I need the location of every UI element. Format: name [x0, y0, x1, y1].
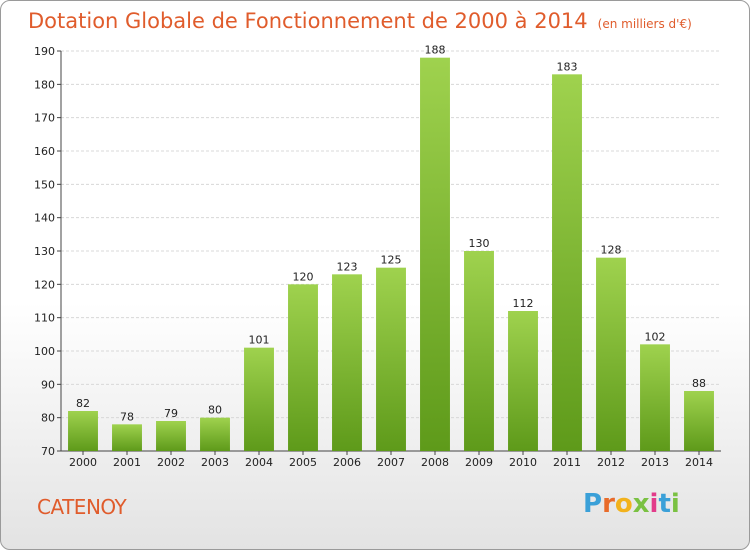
y-tick-label: 170	[34, 112, 55, 125]
x-tick-label-2007: 2007	[377, 456, 405, 469]
bar-2000	[68, 411, 98, 451]
value-label-2013: 102	[645, 330, 666, 343]
value-label-2009: 130	[469, 237, 490, 250]
value-label-2003: 80	[208, 404, 222, 417]
x-tick-label-2006: 2006	[333, 456, 361, 469]
x-tick-label-2013: 2013	[641, 456, 669, 469]
chart-title: Dotation Globale de Fonctionnement de 20…	[28, 9, 692, 33]
bar-2003	[200, 417, 230, 451]
bar-2005	[288, 284, 318, 451]
y-tick-label: 120	[34, 278, 55, 291]
y-tick-label: 80	[41, 412, 55, 425]
bar-2006	[332, 274, 362, 451]
x-tick-label-2000: 2000	[69, 456, 97, 469]
logo-letter: x	[632, 489, 650, 519]
y-tick-label: 70	[41, 445, 55, 458]
x-tick-label-2001: 2001	[113, 456, 141, 469]
x-tick-label-2012: 2012	[597, 456, 625, 469]
y-tick-label: 90	[41, 378, 55, 391]
bar-2004	[244, 347, 274, 451]
chart-subtitle: (en milliers d'€)	[597, 17, 692, 31]
bar-2001	[112, 424, 142, 451]
logo-letter: r	[602, 489, 615, 519]
x-tick-label-2004: 2004	[245, 456, 273, 469]
bar-2002	[156, 421, 186, 451]
x-tick-label-2002: 2002	[157, 456, 185, 469]
x-axis: 2000 2001 2002 2003 2004 2005 2006 2007 2008 2009…	[61, 450, 721, 469]
x-tick-label-2005: 2005	[289, 456, 317, 469]
commune-name: CATENOY	[37, 495, 127, 519]
logo-letter: o	[614, 489, 633, 519]
logo-letter: i	[649, 489, 659, 519]
x-tick-label-2009: 2009	[465, 456, 493, 469]
bar-2011	[552, 74, 582, 451]
chart-title-text: Dotation Globale de Fonctionnement de 20…	[28, 9, 588, 33]
y-tick-label: 180	[34, 78, 55, 91]
value-label-2001: 78	[120, 410, 134, 423]
value-label-2010: 112	[513, 297, 534, 310]
value-label-2014: 88	[692, 377, 706, 390]
value-label-2002: 79	[164, 407, 178, 420]
value-label-2008: 188	[425, 44, 446, 57]
x-tick-label-2014: 2014	[685, 456, 713, 469]
value-label-2000: 82	[76, 397, 90, 410]
x-tick-label-2008: 2008	[421, 456, 449, 469]
y-tick-label: 190	[34, 45, 55, 58]
bar-2012	[596, 257, 626, 451]
logo-letter: P	[583, 489, 603, 519]
y-axis: 70 80 90 100 110 120 130 140 150 160 170 180 190	[34, 45, 62, 458]
bar-2013	[640, 344, 670, 451]
y-tick-label: 140	[34, 212, 55, 225]
bar-2010	[508, 311, 538, 451]
y-tick-label: 130	[34, 245, 55, 258]
bar-2008	[420, 57, 450, 452]
y-tick-label: 150	[34, 178, 55, 191]
y-tick-label: 110	[34, 312, 55, 325]
x-tick-label-2003: 2003	[201, 456, 229, 469]
logo-letter: t	[658, 489, 671, 519]
y-tick-label: 100	[34, 345, 55, 358]
proxiti-logo[interactable]: Proxiti	[583, 489, 680, 519]
value-label-2005: 120	[293, 270, 314, 283]
bar-2007	[376, 267, 406, 451]
x-tick-label-2011: 2011	[553, 456, 581, 469]
y-tick-label: 160	[34, 145, 55, 158]
x-tick-label-2010: 2010	[509, 456, 537, 469]
bar-2014	[684, 391, 714, 451]
value-label-2004: 101	[249, 334, 270, 347]
value-label-2007: 125	[381, 254, 402, 267]
logo-letter: i	[670, 489, 680, 519]
bars: 82 78 79 80 101 120 123 125 188 130 112 183 128 102 88	[68, 44, 714, 452]
value-label-2006: 123	[337, 260, 358, 273]
value-label-2012: 128	[601, 244, 622, 257]
value-label-2011: 183	[557, 60, 578, 73]
bar-2009	[464, 251, 494, 451]
